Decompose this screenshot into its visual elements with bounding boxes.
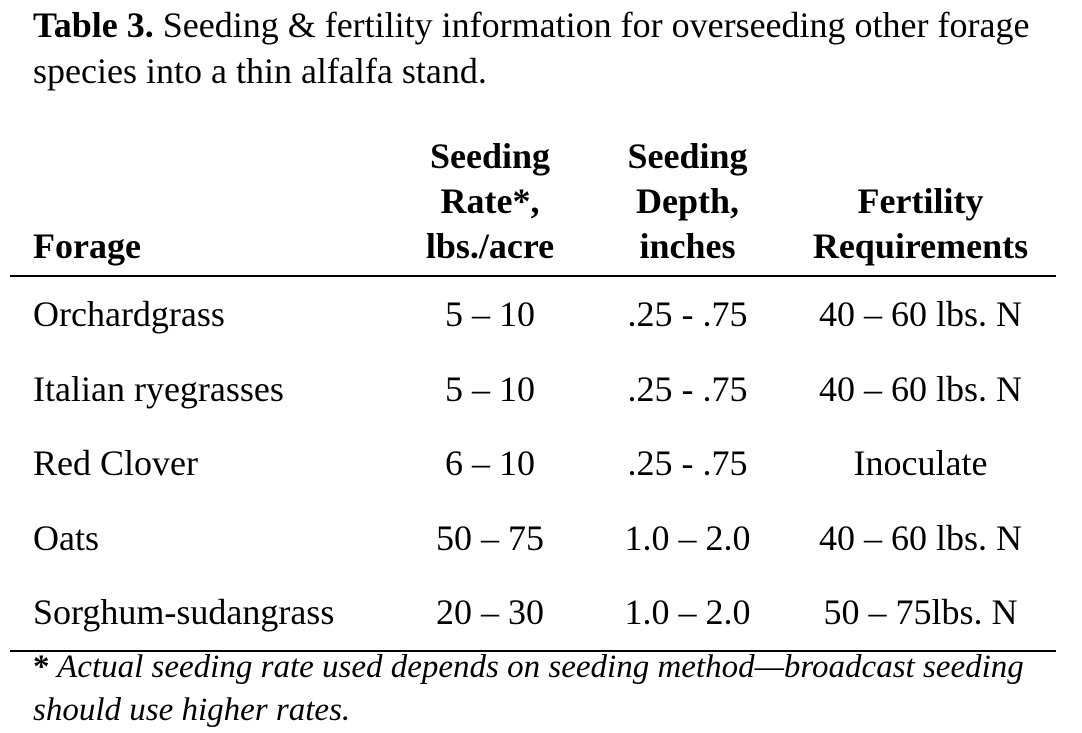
cell-seeding-depth: .25 - .75 bbox=[627, 294, 748, 335]
table-row: Orchardgrass 5 – 10 .25 - .75 40 – 60 lb… bbox=[10, 276, 1056, 352]
table-caption-text: Seeding & fertility information for over… bbox=[33, 5, 1030, 91]
forage-table: Forage Seeding Rate*, lbs./acre Seeding … bbox=[10, 134, 1056, 652]
header-forage: Forage bbox=[10, 134, 390, 277]
table-header: Forage Seeding Rate*, lbs./acre Seeding … bbox=[10, 134, 1056, 277]
header-row: Forage Seeding Rate*, lbs./acre Seeding … bbox=[10, 134, 1056, 277]
header-depth-line-1: Seeding bbox=[627, 136, 748, 176]
table-row: Italian ryegrasses 5 – 10 .25 - .75 40 –… bbox=[10, 352, 1056, 427]
header-seeding-depth: Seeding Depth, inches bbox=[590, 134, 785, 277]
cell-seeding-depth: 1.0 – 2.0 bbox=[624, 517, 751, 558]
header-rate-line-3: lbs./acre bbox=[425, 226, 555, 266]
cell-fertility: Inoculate bbox=[853, 443, 988, 484]
cell-forage: Orchardgrass bbox=[33, 294, 225, 335]
cell-fertility: 40 – 60 lbs. N bbox=[818, 517, 1022, 558]
forage-table-container: Forage Seeding Rate*, lbs./acre Seeding … bbox=[10, 134, 1056, 652]
footnote-text: Actual seeding rate used depends on seed… bbox=[33, 649, 1024, 728]
cell-fertility: 50 – 75lbs. N bbox=[785, 575, 1056, 652]
header-fertility-line-1: Fertility bbox=[857, 181, 984, 221]
cell-seeding-depth: .25 - .75 bbox=[627, 368, 748, 409]
cell-fertility: 40 – 60 lbs. N bbox=[818, 368, 1022, 409]
cell-seeding-rate: 5 – 10 bbox=[445, 294, 535, 335]
cell-forage: Oats bbox=[33, 517, 99, 558]
cell-seeding-rate: 6 – 10 bbox=[445, 443, 535, 484]
table-caption-label: Table 3. bbox=[33, 5, 154, 45]
header-forage-label: Forage bbox=[33, 226, 141, 266]
header-fertility: Fertility Requirements bbox=[785, 134, 1056, 277]
table-caption: Table 3. Seeding & fertility information… bbox=[33, 2, 1063, 94]
cell-seeding-rate: 50 – 75 bbox=[436, 517, 544, 558]
header-depth-line-3: inches bbox=[639, 226, 736, 266]
header-seeding-rate: Seeding Rate*, lbs./acre bbox=[390, 134, 590, 277]
table-footnote: * Actual seeding rate used depends on se… bbox=[33, 646, 1053, 732]
header-rate-line-1: Seeding bbox=[429, 136, 551, 176]
header-fertility-line-2: Requirements bbox=[812, 226, 1029, 266]
cell-forage: Sorghum-sudangrass bbox=[10, 575, 390, 652]
cell-seeding-depth: 1.0 – 2.0 bbox=[590, 575, 785, 652]
cell-seeding-rate: 20 – 30 bbox=[390, 575, 590, 652]
cell-fertility: 40 – 60 lbs. N bbox=[818, 294, 1022, 335]
cell-seeding-depth: .25 - .75 bbox=[627, 443, 748, 484]
table-row: Red Clover 6 – 10 .25 - .75 Inoculate bbox=[10, 426, 1056, 501]
header-depth-line-2: Depth, bbox=[635, 181, 739, 221]
footnote-marker: * bbox=[33, 649, 50, 685]
cell-forage: Italian ryegrasses bbox=[33, 368, 284, 409]
cell-seeding-rate: 5 – 10 bbox=[445, 368, 535, 409]
table-row: Sorghum-sudangrass 20 – 30 1.0 – 2.0 50 … bbox=[10, 575, 1056, 652]
cell-forage: Red Clover bbox=[33, 443, 198, 484]
header-rate-line-2: Rate*, bbox=[440, 181, 540, 221]
table-row: Oats 50 – 75 1.0 – 2.0 40 – 60 lbs. N bbox=[10, 501, 1056, 576]
table-body: Orchardgrass 5 – 10 .25 - .75 40 – 60 lb… bbox=[10, 276, 1056, 652]
